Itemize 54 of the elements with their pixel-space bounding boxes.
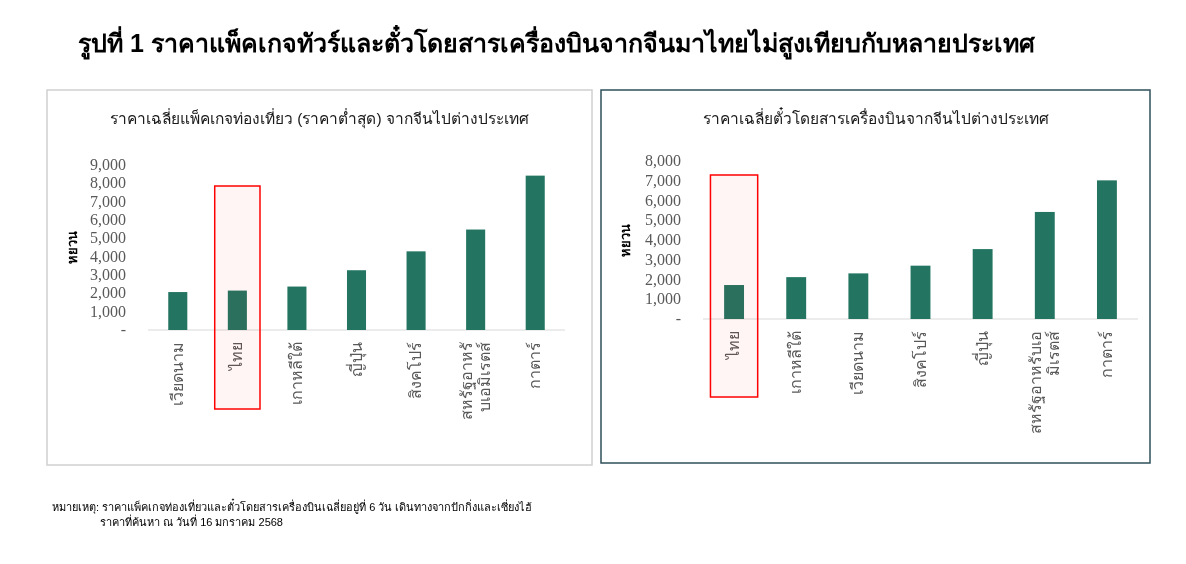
y-tick-label: 7,000 <box>90 192 126 210</box>
bar <box>1034 211 1055 319</box>
y-tick-label: 1,000 <box>645 290 681 308</box>
text: หมายเหตุ: ราคาแพ็คเกจท่องเที่ยวและตั๋วโดยสารเครื่องบินเฉลี่ยอยู่ที่ 6 วัน เดินทางจากปักกิ่งและเซี่ยงไฮ้ <box>52 498 533 514</box>
bar <box>724 285 745 319</box>
x-tick-label: กาตาร์ <box>1096 331 1115 378</box>
y-tick-label: 3,000 <box>90 266 126 283</box>
bar <box>848 273 869 319</box>
y-tick-label: 4,000 <box>90 247 126 265</box>
y-tick-label: 3,000 <box>645 250 681 268</box>
bar <box>406 251 426 330</box>
x-tick-label: สหรัฐอาหรับเอมิเรตส์ <box>457 342 493 420</box>
x-tick-label: สิงคโปร์ <box>406 342 425 399</box>
y-tick-label: - <box>120 321 126 338</box>
bar <box>466 229 486 330</box>
x-tick-label: เกาหลีใต้ <box>786 331 805 394</box>
bar <box>287 286 307 330</box>
y-tick-label: 9,000 <box>90 156 126 173</box>
bar <box>168 292 188 330</box>
x-tick-label: ไทย <box>724 331 743 361</box>
bar <box>525 175 545 330</box>
y-tick-label: 1,000 <box>90 302 126 320</box>
x-tick-label: ไทย <box>227 342 246 372</box>
bar <box>346 270 367 330</box>
y-tick-label: 6,000 <box>645 191 681 209</box>
y-tick-label: 8,000 <box>90 174 126 192</box>
bar <box>1096 180 1117 319</box>
y-axis-title: หยวน <box>618 223 633 257</box>
bar <box>227 290 247 330</box>
y-tick-label: 2,000 <box>90 284 126 302</box>
y-tick-label: 5,000 <box>645 211 681 229</box>
y-tick-label: 8,000 <box>645 152 681 169</box>
y-tick-label: - <box>675 310 681 327</box>
text: ราคาที่ค้นหา ณ วันที่ 16 มกราคม 2568 <box>100 514 283 528</box>
y-axis-title: หยวน <box>65 231 80 264</box>
x-tick-label: เวียดนาม <box>168 342 186 406</box>
x-tick-label: กาตาร์ <box>525 342 544 389</box>
text: รูปที่ 1 ราคาแพ็คเกจทัวร์และตั๋วโดยสารเครื่องบินจากจีนมาไทยไม่สูงเทียบกับหลายประเทศ <box>78 25 1036 60</box>
x-tick-label: สิงคโปร์ <box>910 331 929 388</box>
y-tick-label: 7,000 <box>645 171 681 189</box>
y-tick-label: 5,000 <box>90 229 126 247</box>
bar <box>972 249 993 319</box>
x-tick-label: เวียดนาม <box>849 331 867 395</box>
chart-title: ราคาเฉลี่ยตั๋วโดยสารเครื่องบินจากจีนไปต่างประเทศ <box>702 106 1049 127</box>
y-tick-label: 6,000 <box>90 211 126 228</box>
bar <box>786 277 807 319</box>
x-tick-label: ญี่ปุ่น <box>344 342 367 377</box>
x-tick-label: ญี่ปุ่น <box>970 331 993 366</box>
bar <box>910 265 931 319</box>
chart-title: ราคาเฉลี่ยแพ็คเกจท่องเที่ยว (ราคาต่ำสุด) จากจีนไปต่างประเทศ <box>110 108 529 129</box>
y-tick-label: 4,000 <box>645 231 681 248</box>
y-tick-label: 2,000 <box>645 270 681 288</box>
x-tick-label: เกาหลีใต้ <box>286 342 305 405</box>
x-tick-label: สหรัฐอาหรับเอมิเรตส์ <box>1026 331 1062 434</box>
